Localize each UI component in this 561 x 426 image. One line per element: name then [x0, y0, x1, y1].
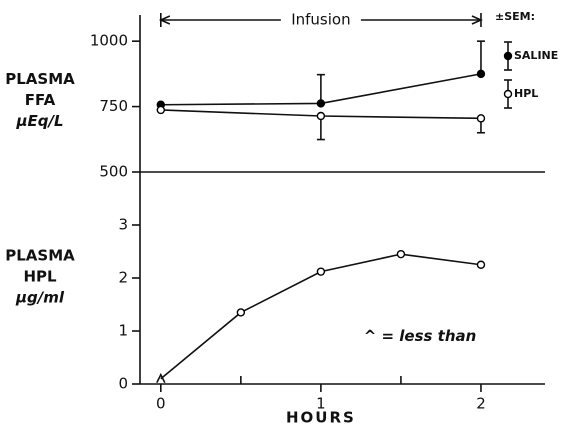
x-label: HOURS	[286, 409, 356, 426]
y-label: PLASMA	[5, 247, 75, 265]
x-tick-label: 0	[156, 395, 166, 413]
point	[476, 69, 486, 79]
legend-label: SALINE	[514, 49, 558, 62]
y-tick-label: 500	[99, 163, 128, 181]
y-label: µg/ml	[15, 289, 65, 307]
y-tick-label: 1	[118, 322, 128, 340]
legend-marker	[503, 89, 513, 99]
point	[316, 267, 326, 276]
point	[476, 114, 486, 123]
y-tick-label: 750	[99, 97, 128, 115]
y-tick-label: 1000	[90, 32, 128, 50]
y-tick-label: 3	[118, 216, 128, 234]
x-tick-label: 1	[316, 395, 326, 413]
legend-marker	[503, 51, 513, 61]
legend-title: ±SEM:	[495, 10, 535, 23]
point	[476, 260, 486, 269]
y-tick-label: 0	[118, 375, 128, 393]
point	[156, 372, 166, 384]
legend-label: HPL	[514, 87, 538, 100]
arrow-head	[158, 15, 171, 25]
y-label: PLASMA	[5, 70, 75, 88]
point	[236, 308, 246, 317]
x-tick-label: 2	[476, 395, 486, 413]
y-label: FFA	[25, 91, 56, 109]
point	[316, 99, 326, 108]
y-label: HPL	[23, 268, 57, 286]
y-label: µEq/L	[15, 112, 63, 130]
y-tick-label: 2	[118, 269, 128, 287]
point	[396, 249, 406, 259]
annotation: ^ = less than	[364, 327, 477, 345]
infusion-label: Infusion	[291, 11, 350, 29]
arrow-head	[471, 15, 483, 25]
point	[156, 105, 166, 115]
point	[316, 111, 326, 121]
